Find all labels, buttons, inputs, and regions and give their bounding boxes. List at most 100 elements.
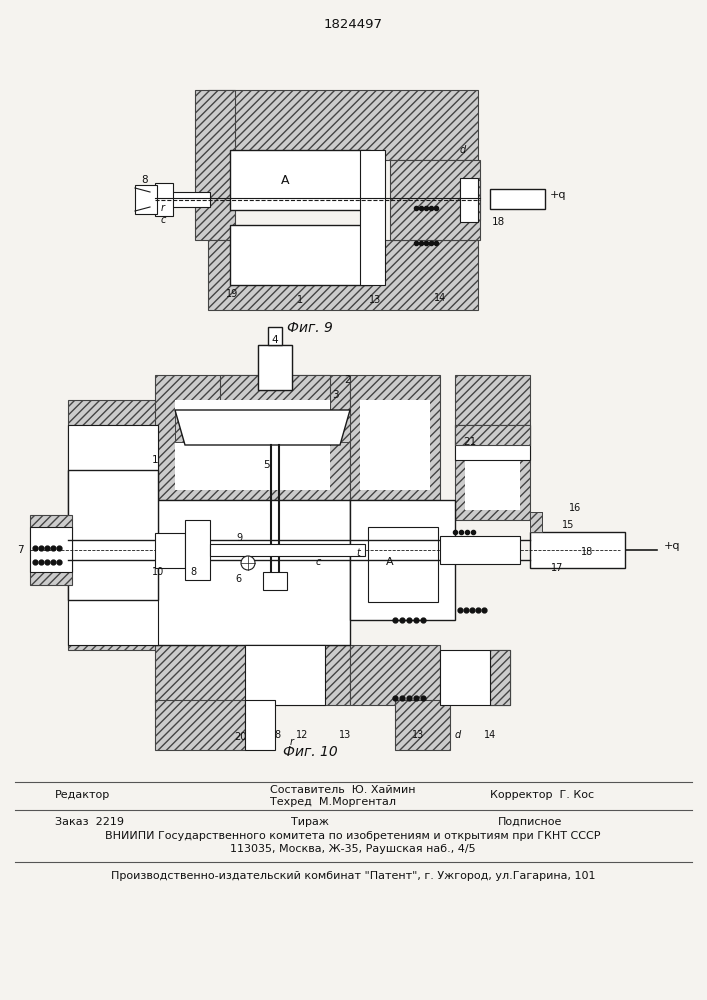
- Bar: [230, 225, 370, 285]
- Bar: [258, 345, 292, 390]
- Text: 4: 4: [271, 335, 279, 345]
- Bar: [368, 527, 438, 602]
- Text: 2: 2: [345, 375, 351, 385]
- Bar: [258, 345, 292, 390]
- Bar: [68, 425, 158, 645]
- Text: 14: 14: [434, 293, 446, 303]
- Text: 6: 6: [235, 574, 241, 584]
- Bar: [68, 470, 158, 600]
- Text: ВНИИПИ Государственного комитета по изобретениям и открытиям при ГКНТ СССР: ВНИИПИ Государственного комитета по изоб…: [105, 831, 601, 841]
- Bar: [530, 512, 542, 532]
- Bar: [530, 512, 542, 532]
- Bar: [208, 240, 478, 310]
- Bar: [155, 500, 350, 645]
- Bar: [440, 536, 520, 564]
- Bar: [440, 650, 490, 705]
- Text: 3: 3: [332, 390, 339, 400]
- Text: 10: 10: [152, 567, 164, 577]
- Text: 1824497: 1824497: [324, 18, 382, 31]
- Bar: [465, 430, 520, 510]
- Text: d: d: [460, 145, 466, 155]
- Text: 13: 13: [412, 730, 424, 740]
- Text: Подписное: Подписное: [498, 817, 562, 827]
- Text: 18: 18: [581, 547, 593, 557]
- Text: 12: 12: [296, 730, 308, 740]
- Bar: [230, 150, 370, 210]
- Text: 15: 15: [562, 520, 574, 530]
- Text: 113035, Москва, Ж-35, Раушская наб., 4/5: 113035, Москва, Ж-35, Раушская наб., 4/5: [230, 844, 476, 854]
- Bar: [263, 572, 287, 590]
- Bar: [455, 375, 530, 520]
- Text: t: t: [356, 548, 360, 558]
- Bar: [360, 150, 385, 285]
- Bar: [170, 192, 210, 207]
- Bar: [210, 544, 365, 556]
- Text: Техред  М.Моргентал: Техред М.Моргентал: [270, 797, 396, 807]
- Bar: [155, 645, 350, 705]
- Bar: [68, 400, 158, 650]
- Text: 20: 20: [234, 732, 246, 742]
- Text: 19: 19: [226, 289, 238, 299]
- Text: 8: 8: [274, 730, 280, 740]
- Bar: [245, 700, 275, 750]
- Bar: [155, 183, 173, 216]
- Text: r: r: [290, 737, 294, 747]
- Bar: [460, 178, 478, 222]
- Bar: [455, 425, 530, 460]
- Bar: [490, 189, 545, 209]
- Bar: [350, 500, 455, 620]
- Bar: [390, 160, 480, 240]
- Text: 18: 18: [491, 217, 505, 227]
- Bar: [330, 412, 350, 442]
- Bar: [395, 700, 450, 750]
- Bar: [360, 400, 430, 490]
- Text: 1: 1: [152, 455, 158, 465]
- Text: Производственно-издательский комбинат "Патент", г. Ужгород, ул.Гагарина, 101: Производственно-издательский комбинат "П…: [111, 871, 595, 881]
- Text: 9: 9: [236, 533, 242, 543]
- Polygon shape: [175, 410, 350, 445]
- Text: 1: 1: [297, 295, 303, 305]
- Text: 16: 16: [569, 503, 581, 513]
- Text: d: d: [455, 730, 461, 740]
- Text: 13: 13: [339, 730, 351, 740]
- Text: Редактор: Редактор: [55, 790, 110, 800]
- Text: 13: 13: [369, 295, 381, 305]
- Bar: [185, 520, 210, 580]
- Bar: [220, 375, 330, 445]
- Text: A: A: [281, 174, 289, 186]
- Text: +q: +q: [550, 190, 566, 200]
- Bar: [155, 375, 350, 500]
- Text: Тираж: Тираж: [291, 817, 329, 827]
- Text: Фиг. 10: Фиг. 10: [283, 745, 337, 759]
- Text: 7: 7: [17, 545, 23, 555]
- Bar: [30, 515, 72, 585]
- Bar: [530, 532, 625, 568]
- Text: Корректор  Г. Кос: Корректор Г. Кос: [490, 790, 594, 800]
- Text: A: A: [386, 557, 394, 567]
- Text: 5: 5: [264, 460, 270, 470]
- Bar: [155, 700, 245, 750]
- Bar: [68, 425, 158, 645]
- Text: +q: +q: [664, 541, 680, 551]
- Bar: [350, 645, 440, 705]
- FancyBboxPatch shape: [135, 185, 157, 214]
- Bar: [68, 485, 158, 565]
- Text: Составитель  Ю. Хаймин: Составитель Ю. Хаймин: [270, 785, 416, 795]
- Text: r: r: [161, 203, 165, 213]
- Bar: [490, 650, 510, 705]
- Text: c: c: [160, 215, 165, 225]
- Text: 8: 8: [141, 175, 148, 185]
- Text: 21: 21: [463, 437, 477, 447]
- Bar: [455, 425, 530, 445]
- Text: 17: 17: [551, 563, 563, 573]
- Bar: [460, 180, 480, 220]
- Bar: [490, 650, 510, 705]
- Bar: [155, 533, 185, 568]
- Bar: [208, 90, 478, 160]
- Bar: [245, 645, 325, 705]
- Bar: [175, 412, 190, 442]
- Circle shape: [241, 556, 255, 570]
- Text: c: c: [315, 557, 321, 567]
- Bar: [175, 400, 330, 490]
- Text: Заказ  2219: Заказ 2219: [55, 817, 124, 827]
